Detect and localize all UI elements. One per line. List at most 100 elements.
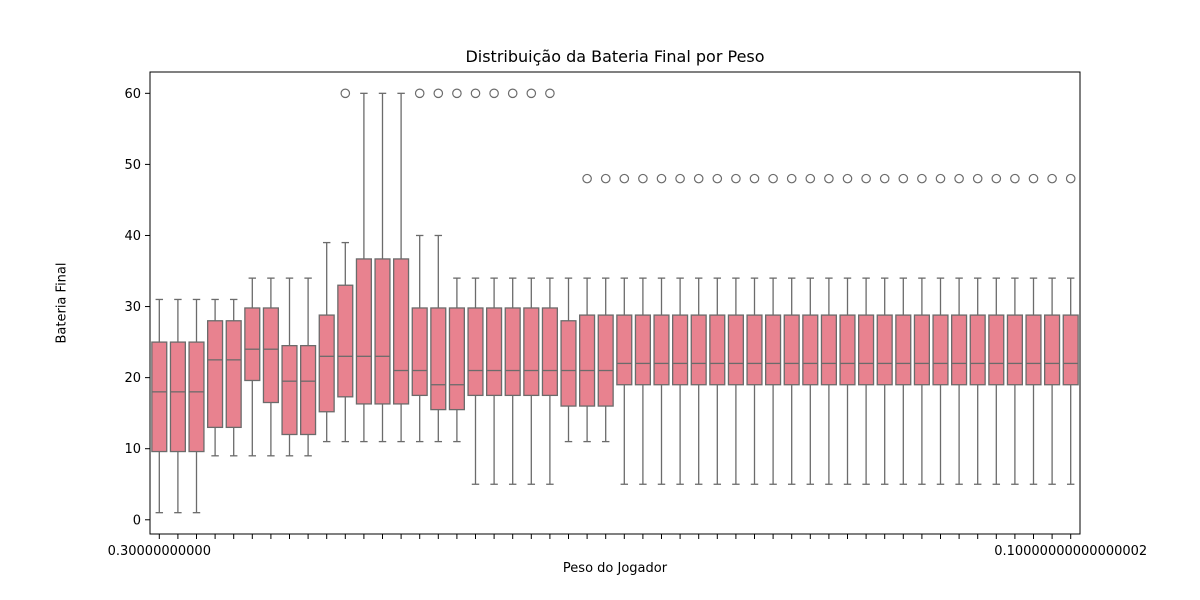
box-iqr: [858, 314, 875, 386]
box-group: [486, 88, 503, 485]
box-iqr: [1044, 314, 1061, 386]
axes-layer: 0 10 20 30 40 50 60 0.30000000000 0.100000000000…: [108, 71, 1147, 559]
box-iqr: [579, 314, 596, 407]
box-iqr: [430, 307, 447, 411]
box-iqr: [765, 314, 782, 386]
box-group: [1062, 173, 1079, 485]
box-group: [393, 92, 410, 443]
box-group: [318, 241, 335, 443]
box-iqr: [727, 314, 744, 386]
box-group: [820, 173, 837, 485]
outlier-point: [582, 173, 592, 184]
box-iqr: [318, 314, 335, 413]
box-iqr: [895, 314, 912, 386]
y-tick-label: 50: [124, 158, 141, 173]
box-iqr: [969, 314, 986, 386]
box-group: [634, 173, 651, 485]
box-iqr: [337, 284, 354, 398]
box-group: [746, 173, 763, 485]
box-group: [616, 173, 633, 485]
y-tick-label: 0: [133, 513, 141, 528]
box-iqr: [486, 307, 503, 397]
box-iqr: [653, 314, 670, 386]
outlier-point: [749, 173, 760, 184]
box-iqr: [951, 314, 968, 386]
box-iqr: [504, 307, 521, 397]
box-group: [541, 88, 558, 485]
y-tick-label: 40: [124, 229, 141, 244]
box-iqr: [932, 314, 949, 386]
box-iqr: [839, 314, 856, 386]
box-group: [913, 173, 930, 485]
box-group: [523, 88, 540, 485]
box-group: [783, 173, 800, 485]
box-group: [597, 173, 614, 443]
box-group: [560, 277, 577, 443]
box-group: [876, 173, 893, 485]
box-group: [504, 88, 521, 485]
x-tick-label: 0.10000000000000002: [994, 544, 1147, 559]
box-iqr: [783, 314, 800, 386]
outlier-point: [1028, 173, 1039, 184]
box-group: [225, 298, 242, 457]
box-group: [300, 277, 317, 457]
outlier-point: [954, 173, 964, 184]
box-iqr: [560, 320, 577, 407]
outlier-point: [842, 173, 853, 184]
box-iqr: [876, 314, 893, 386]
y-tick-label: 10: [124, 442, 141, 457]
box-group: [839, 173, 856, 485]
box-group: [411, 88, 428, 443]
box-group: [448, 88, 465, 443]
box-iqr: [244, 307, 261, 382]
box-iqr: [151, 341, 168, 453]
box-iqr: [207, 320, 224, 429]
box-group: [262, 277, 279, 457]
outlier-point: [489, 88, 499, 99]
y-tick-label: 60: [124, 87, 141, 102]
box-group: [151, 298, 168, 514]
outlier-point: [879, 173, 890, 184]
outlier-point: [507, 88, 518, 99]
box-iqr: [541, 307, 558, 397]
outlier-point: [470, 88, 481, 99]
box-iqr: [913, 314, 930, 386]
outlier-point: [656, 173, 667, 184]
box-group: [355, 92, 372, 443]
box-group: [858, 173, 875, 485]
box-iqr: [690, 314, 707, 386]
box-group: [188, 298, 205, 514]
box-group: [932, 173, 949, 485]
box-iqr: [188, 341, 205, 453]
box-group: [1025, 173, 1042, 485]
box-group: [467, 88, 484, 485]
outlier-point: [917, 173, 927, 184]
box-iqr: [355, 258, 372, 405]
box-iqr: [802, 314, 819, 386]
box-group: [1044, 173, 1061, 485]
box-iqr: [262, 307, 279, 404]
box-group: [895, 173, 912, 485]
box-group: [1006, 173, 1023, 485]
box-iqr: [393, 258, 410, 405]
box-group: [709, 173, 726, 485]
outlier-point: [414, 88, 425, 99]
box-iqr: [281, 344, 298, 436]
outlier-point: [619, 173, 630, 184]
box-iqr: [597, 314, 614, 407]
box-group: [727, 173, 744, 485]
box-group: [690, 173, 707, 485]
outlier-point: [898, 173, 909, 184]
box-group: [337, 88, 354, 443]
box-group: [169, 298, 186, 514]
box-group: [430, 88, 447, 443]
box-group: [951, 173, 968, 485]
box-group: [281, 277, 298, 457]
outlier-point: [452, 88, 462, 99]
box-group: [672, 173, 689, 485]
box-iqr: [1062, 314, 1079, 386]
y-tick-label: 20: [124, 371, 141, 386]
outlier-point: [340, 88, 351, 99]
